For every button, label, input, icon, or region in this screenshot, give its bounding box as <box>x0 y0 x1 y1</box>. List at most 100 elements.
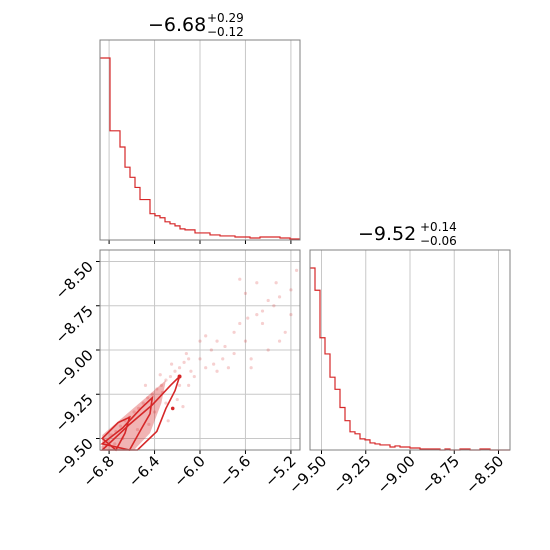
density-contour <box>100 375 181 451</box>
histogram-bin <box>195 233 200 240</box>
scatter-point <box>177 374 182 379</box>
scatter-point <box>166 419 170 423</box>
scatter-point <box>274 281 278 285</box>
histogram-bin <box>205 233 210 240</box>
histogram-panel-2: −9.50 −9.25 −9.00 −8.75 −8.50 <box>285 249 511 497</box>
x-tick-label: −6.4 <box>125 452 163 490</box>
scatter-point <box>132 410 136 414</box>
y-tick-label: −8.75 <box>52 302 97 347</box>
histogram-2-title: −9.52 +0.14 −0.06 <box>358 220 457 248</box>
scatter-point <box>158 373 162 377</box>
scatter-point <box>289 313 293 317</box>
density-contour <box>101 415 131 452</box>
scatter-point <box>164 378 168 382</box>
scatter-point <box>181 405 185 409</box>
histogram-bin <box>375 444 380 450</box>
histogram-2-title-minus: −0.06 <box>420 234 457 248</box>
scatter-point <box>294 268 299 272</box>
scatter-point <box>243 339 248 343</box>
y-tick-label: −9.25 <box>52 390 97 435</box>
scatter-point <box>146 396 150 400</box>
histogram-bin <box>165 222 170 240</box>
histogram-bin <box>170 224 175 240</box>
histogram-bin <box>185 230 190 240</box>
scatter-point <box>266 298 270 303</box>
scatter-point <box>232 330 236 334</box>
scatter-point <box>184 351 188 356</box>
scatter-point <box>100 445 104 449</box>
scatter-point <box>147 422 151 426</box>
scatter-point <box>243 291 248 295</box>
scatter-point <box>150 392 154 396</box>
scatter-point <box>173 369 177 373</box>
scatter-point <box>212 362 216 366</box>
histogram-bin <box>100 58 105 240</box>
scatter-point <box>192 374 196 379</box>
scatter-point <box>113 442 117 446</box>
histogram-bin <box>175 226 180 240</box>
histogram-1-title-minus: −0.12 <box>207 25 244 39</box>
scatter-point <box>283 330 287 334</box>
histogram-bin <box>155 216 160 240</box>
scatter-point <box>187 357 191 361</box>
scatter-point <box>260 309 265 313</box>
histogram-2-title-plus: +0.14 <box>420 220 457 234</box>
scatter-point <box>266 348 270 352</box>
scatter-point <box>164 401 168 405</box>
scatter-point <box>209 348 213 352</box>
scatter-point <box>246 316 250 320</box>
histogram-bin <box>335 389 340 450</box>
histogram-bin <box>210 235 215 240</box>
histogram-1-title-median: −6.68 <box>148 14 206 36</box>
histogram-bin <box>355 434 360 450</box>
histogram-bin <box>350 432 355 450</box>
histogram-bin <box>320 338 325 450</box>
x-tick-label: −5.6 <box>216 452 254 490</box>
scatter-point <box>168 374 173 379</box>
histogram-bin <box>385 445 390 450</box>
histogram-bin <box>130 177 135 240</box>
scatter-point <box>204 334 208 338</box>
scatter-point <box>182 360 186 364</box>
scatter-point <box>255 313 259 317</box>
histogram-bin <box>200 233 205 240</box>
histogram-1-title: −6.68 +0.29 −0.12 <box>148 11 244 39</box>
histogram-bin <box>340 408 345 450</box>
y-tick-label: −8.50 <box>52 258 97 303</box>
histogram-bin <box>105 58 110 240</box>
histogram-bin <box>150 214 155 240</box>
histogram-step <box>310 267 510 451</box>
joint-scatter-panel: −6.8 −6.4 −6.0 −5.6 −5.2−8.50−8.75−9.00−9.25… <box>52 249 301 491</box>
histogram-bin <box>230 236 235 240</box>
panel-frame <box>99 39 301 241</box>
scatter-point <box>177 366 182 370</box>
histogram-bin <box>345 421 350 450</box>
histogram-1-title-plus: +0.29 <box>207 11 244 25</box>
histogram-bin <box>160 218 165 240</box>
scatter-point <box>135 428 140 432</box>
histogram-bin <box>140 200 145 240</box>
x-tick-label: −9.00 <box>374 452 419 497</box>
scatter-point <box>152 410 157 414</box>
scatter-point <box>118 424 123 428</box>
scatter-point <box>260 321 265 326</box>
scatter-point <box>277 295 282 299</box>
scatter-point <box>289 288 293 292</box>
x-tick-label: −9.25 <box>329 452 374 497</box>
histogram-bin <box>370 443 375 450</box>
histogram-bin <box>380 445 385 450</box>
histogram-bin <box>315 290 320 450</box>
scatter-point <box>141 401 145 405</box>
scatter-point <box>187 383 191 387</box>
histogram-bin <box>220 236 225 240</box>
histogram-bin <box>180 229 185 240</box>
scatter-point <box>255 281 259 285</box>
histogram-bin <box>310 268 315 450</box>
x-tick-label: −8.50 <box>462 452 507 497</box>
histogram-bin <box>145 200 150 240</box>
scatter-point <box>159 383 163 387</box>
histogram-bin <box>365 440 370 450</box>
histogram-bin <box>395 446 400 450</box>
scatter-point <box>198 339 202 343</box>
